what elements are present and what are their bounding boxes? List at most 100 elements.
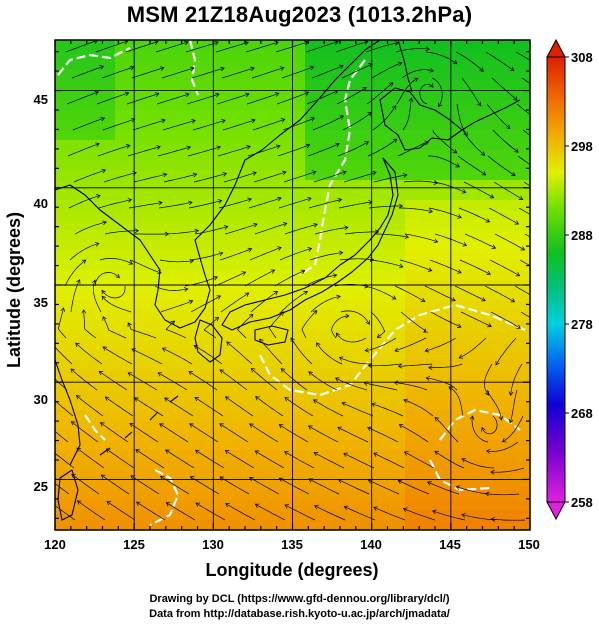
field-cell bbox=[75, 380, 86, 391]
streamline bbox=[484, 363, 493, 396]
field-cell bbox=[245, 410, 256, 421]
field-cell bbox=[245, 390, 256, 401]
streamline bbox=[219, 423, 249, 443]
field-cell bbox=[445, 370, 456, 381]
streamline bbox=[394, 285, 425, 302]
streamline bbox=[310, 296, 341, 313]
field-cell bbox=[445, 450, 456, 461]
field-cell bbox=[145, 150, 156, 161]
streamline bbox=[367, 138, 398, 157]
field-cell bbox=[485, 140, 496, 151]
field-cell bbox=[305, 190, 316, 201]
field-cell bbox=[55, 290, 66, 301]
field-cell bbox=[255, 510, 266, 521]
field-cell bbox=[505, 450, 516, 461]
field-cell bbox=[55, 60, 66, 71]
field-cell bbox=[345, 490, 356, 501]
streamline bbox=[485, 493, 520, 496]
field-cell bbox=[405, 270, 416, 281]
field-cell bbox=[455, 160, 466, 171]
streamline-arrowhead bbox=[162, 172, 168, 178]
field-cell bbox=[185, 260, 196, 271]
field-cell bbox=[75, 100, 86, 111]
field-cell bbox=[145, 350, 156, 361]
field-cell bbox=[455, 330, 466, 341]
streamline bbox=[65, 40, 98, 53]
field-cell bbox=[125, 310, 136, 321]
streamline-arrowhead bbox=[244, 292, 250, 297]
field-cell bbox=[245, 320, 256, 331]
streamline-arrowhead bbox=[48, 500, 52, 504]
field-cell bbox=[55, 520, 66, 530]
field-cell bbox=[145, 130, 156, 141]
streamline-arrowhead bbox=[277, 246, 282, 251]
field-cell bbox=[245, 40, 256, 51]
field-cell bbox=[155, 430, 166, 441]
field-cell bbox=[85, 390, 96, 401]
field-cell bbox=[275, 120, 286, 131]
streamline bbox=[280, 291, 308, 313]
field-cell bbox=[225, 500, 236, 511]
field-cell bbox=[175, 460, 186, 471]
streamline-arrowhead bbox=[491, 244, 497, 249]
streamline bbox=[254, 450, 285, 469]
streamline-arrowhead bbox=[498, 416, 504, 421]
streamline bbox=[306, 90, 338, 105]
field-cell bbox=[95, 120, 106, 131]
streamline bbox=[95, 40, 128, 53]
field-cell bbox=[185, 340, 196, 351]
field-cell bbox=[285, 320, 296, 331]
field-cell bbox=[495, 70, 506, 81]
streamline bbox=[219, 248, 252, 261]
field-cell bbox=[445, 130, 456, 141]
field-cell bbox=[75, 160, 86, 171]
streamline bbox=[130, 475, 160, 495]
field-cell bbox=[205, 440, 216, 451]
field-cell bbox=[155, 170, 166, 181]
field-cell bbox=[325, 370, 336, 381]
field-cell bbox=[85, 370, 96, 381]
streamline-arrowhead bbox=[520, 246, 526, 251]
field-cell bbox=[95, 440, 106, 451]
field-cell bbox=[125, 390, 136, 401]
field-cell bbox=[55, 510, 66, 521]
field-cell bbox=[75, 170, 86, 181]
field-cell bbox=[185, 90, 196, 101]
field-cell bbox=[425, 110, 436, 121]
field-cell bbox=[245, 220, 256, 231]
field-cell bbox=[255, 270, 266, 281]
streamline bbox=[161, 67, 195, 79]
field-cell bbox=[275, 470, 286, 481]
field-cell bbox=[425, 40, 436, 51]
field-cell bbox=[155, 490, 166, 501]
field-cell bbox=[485, 340, 496, 351]
field-cell bbox=[235, 410, 246, 421]
field-cell bbox=[335, 330, 346, 341]
field-cell bbox=[405, 210, 416, 221]
field-cell bbox=[285, 510, 296, 521]
field-cell bbox=[85, 290, 96, 301]
field-cell bbox=[85, 220, 96, 231]
streamline-arrowhead bbox=[313, 452, 319, 457]
streamline-arrowhead bbox=[372, 170, 377, 176]
field-cell bbox=[355, 380, 366, 391]
field-cell bbox=[365, 390, 376, 401]
field-cell bbox=[495, 380, 506, 391]
field-cell bbox=[465, 400, 476, 411]
field-cell bbox=[55, 270, 66, 281]
field-cell bbox=[205, 500, 216, 511]
field-cell bbox=[245, 340, 256, 351]
field-cell bbox=[505, 320, 516, 331]
field-cell bbox=[345, 460, 356, 471]
field-cell bbox=[205, 250, 216, 261]
streamline bbox=[283, 171, 317, 183]
field-cell bbox=[225, 120, 236, 131]
field-cell bbox=[265, 450, 276, 461]
field-cell bbox=[295, 430, 306, 441]
field-cell bbox=[95, 160, 106, 171]
field-cell bbox=[55, 470, 66, 481]
streamline-arrowhead bbox=[505, 124, 511, 130]
field-cell bbox=[55, 170, 66, 181]
field-cell bbox=[155, 500, 166, 511]
streamline-arrowhead bbox=[101, 289, 106, 295]
